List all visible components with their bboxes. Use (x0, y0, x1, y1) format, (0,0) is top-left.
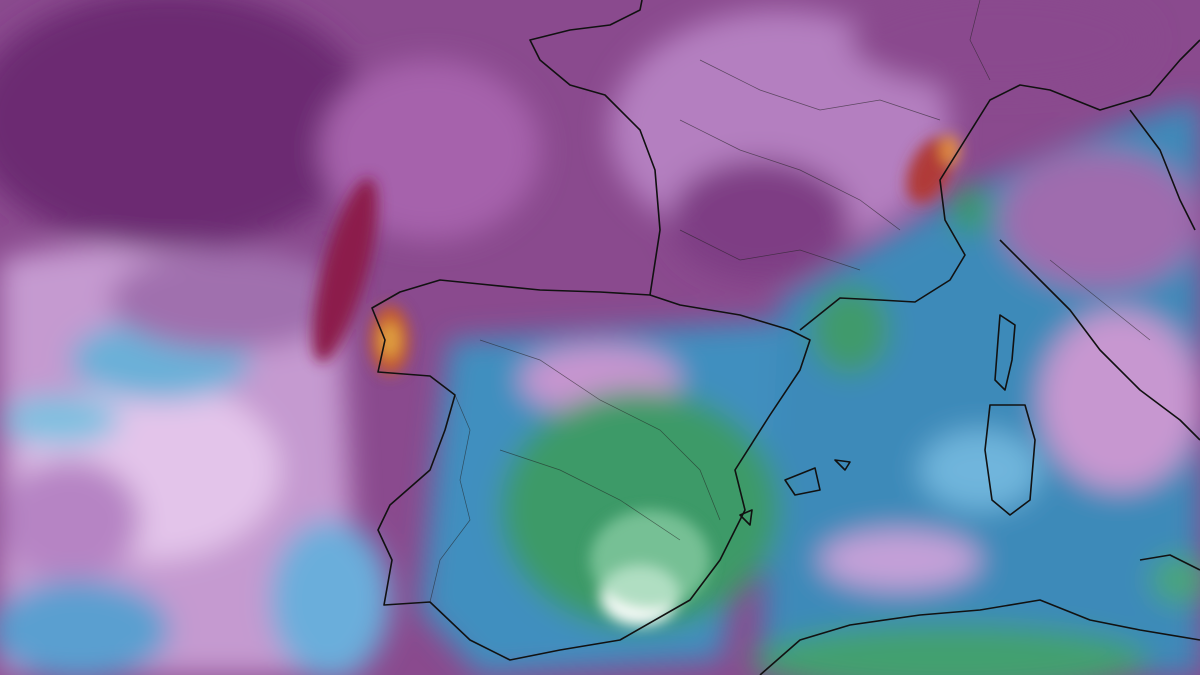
borders (429, 0, 1151, 603)
coastlines (371, 0, 1200, 675)
highlights (312, 135, 960, 625)
